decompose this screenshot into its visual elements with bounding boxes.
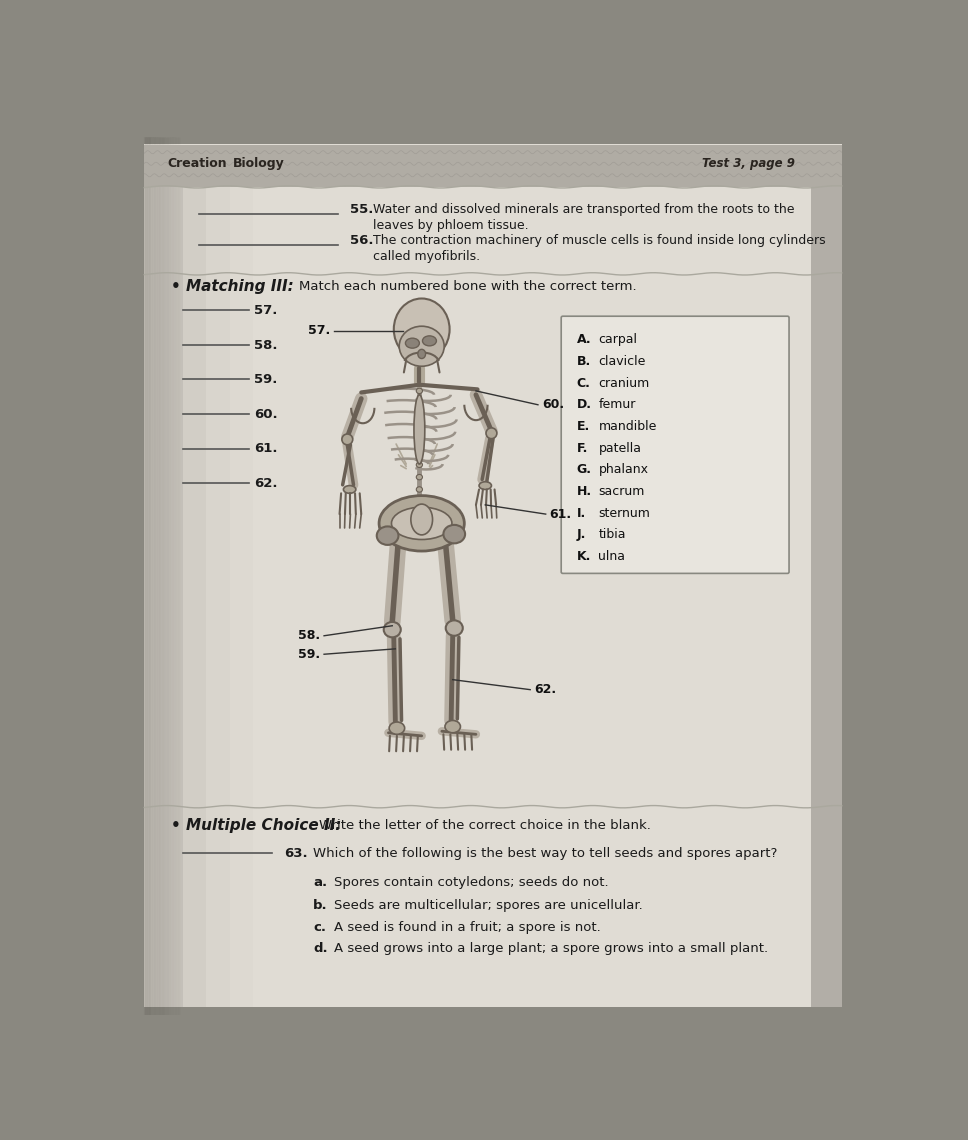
Bar bbox=[811, 145, 842, 1007]
Bar bbox=[144, 145, 842, 187]
Ellipse shape bbox=[410, 504, 433, 535]
Text: carpal: carpal bbox=[598, 333, 637, 347]
Text: 59.: 59. bbox=[255, 373, 278, 386]
Text: 57.: 57. bbox=[255, 304, 278, 317]
Text: called myofibrils.: called myofibrils. bbox=[373, 250, 480, 262]
Ellipse shape bbox=[389, 722, 405, 734]
Ellipse shape bbox=[418, 349, 426, 359]
Text: 61.: 61. bbox=[550, 507, 572, 521]
Text: 62.: 62. bbox=[255, 478, 278, 490]
Text: patella: patella bbox=[598, 441, 642, 455]
Text: A seed is found in a fruit; a spore is not.: A seed is found in a fruit; a spore is n… bbox=[334, 921, 601, 934]
Text: Which of the following is the best way to tell seeds and spores apart?: Which of the following is the best way t… bbox=[314, 847, 777, 860]
Text: C.: C. bbox=[577, 376, 590, 390]
Text: 61.: 61. bbox=[255, 442, 278, 456]
Ellipse shape bbox=[416, 474, 422, 480]
Bar bbox=[183, 145, 206, 1007]
Text: Spores contain cotyledons; seeds do not.: Spores contain cotyledons; seeds do not. bbox=[334, 876, 609, 889]
Bar bbox=[144, 145, 183, 1007]
Ellipse shape bbox=[416, 487, 422, 492]
Ellipse shape bbox=[344, 486, 356, 494]
Text: H.: H. bbox=[577, 484, 591, 498]
Ellipse shape bbox=[377, 527, 399, 545]
Text: • Multiple Choice II:: • Multiple Choice II: bbox=[171, 819, 342, 833]
Ellipse shape bbox=[416, 400, 422, 406]
Ellipse shape bbox=[416, 438, 422, 442]
Text: 63.: 63. bbox=[284, 847, 308, 860]
Text: femur: femur bbox=[598, 398, 636, 412]
Text: b.: b. bbox=[314, 899, 328, 912]
Ellipse shape bbox=[406, 339, 419, 348]
Text: clavicle: clavicle bbox=[598, 355, 646, 368]
Ellipse shape bbox=[416, 499, 422, 505]
Ellipse shape bbox=[391, 507, 452, 539]
Text: Write the letter of the correct choice in the blank.: Write the letter of the correct choice i… bbox=[318, 820, 650, 832]
FancyBboxPatch shape bbox=[144, 145, 842, 1007]
Ellipse shape bbox=[379, 496, 465, 551]
Text: 56.: 56. bbox=[349, 234, 373, 247]
Ellipse shape bbox=[443, 524, 465, 544]
Bar bbox=[206, 145, 229, 1007]
FancyBboxPatch shape bbox=[561, 316, 789, 573]
Text: 57.: 57. bbox=[308, 325, 330, 337]
Text: G.: G. bbox=[577, 463, 591, 477]
Text: mandible: mandible bbox=[598, 420, 656, 433]
Text: K.: K. bbox=[577, 551, 591, 563]
Text: The contraction machinery of muscle cells is found inside long cylinders: The contraction machinery of muscle cell… bbox=[373, 234, 826, 247]
Text: Test 3, page 9: Test 3, page 9 bbox=[703, 157, 796, 170]
Ellipse shape bbox=[414, 394, 425, 464]
Ellipse shape bbox=[479, 482, 492, 489]
Text: Water and dissolved minerals are transported from the roots to the: Water and dissolved minerals are transpo… bbox=[373, 203, 795, 217]
Ellipse shape bbox=[383, 622, 401, 637]
Text: phalanx: phalanx bbox=[598, 463, 649, 477]
Text: leaves by phloem tissue.: leaves by phloem tissue. bbox=[373, 219, 529, 231]
Text: Seeds are multicellular; spores are unicellular.: Seeds are multicellular; spores are unic… bbox=[334, 899, 643, 912]
Ellipse shape bbox=[394, 299, 449, 360]
Text: tibia: tibia bbox=[598, 529, 626, 542]
Ellipse shape bbox=[416, 450, 422, 455]
Text: 60.: 60. bbox=[255, 408, 278, 421]
Ellipse shape bbox=[416, 462, 422, 467]
Ellipse shape bbox=[486, 428, 497, 439]
Text: B.: B. bbox=[577, 355, 590, 368]
Text: ulna: ulna bbox=[598, 551, 625, 563]
Ellipse shape bbox=[445, 620, 463, 636]
Text: cranium: cranium bbox=[598, 376, 650, 390]
Text: 59.: 59. bbox=[298, 648, 320, 661]
Text: F.: F. bbox=[577, 441, 589, 455]
Text: 58.: 58. bbox=[255, 339, 278, 351]
Text: I.: I. bbox=[577, 507, 586, 520]
Text: Creation: Creation bbox=[167, 157, 227, 170]
Text: d.: d. bbox=[314, 943, 328, 955]
Ellipse shape bbox=[416, 425, 422, 431]
Text: Match each numbered bone with the correct term.: Match each numbered bone with the correc… bbox=[299, 280, 637, 293]
Ellipse shape bbox=[416, 389, 422, 393]
Ellipse shape bbox=[399, 326, 444, 366]
Text: A.: A. bbox=[577, 333, 591, 347]
Text: 60.: 60. bbox=[542, 398, 564, 412]
Text: sacrum: sacrum bbox=[598, 484, 645, 498]
Text: 58.: 58. bbox=[298, 629, 320, 642]
Ellipse shape bbox=[342, 434, 352, 445]
Text: a.: a. bbox=[314, 876, 327, 889]
Text: D.: D. bbox=[577, 398, 591, 412]
Text: Biology: Biology bbox=[233, 157, 286, 170]
Text: 62.: 62. bbox=[534, 683, 557, 697]
Text: • Matching III:: • Matching III: bbox=[171, 279, 294, 294]
Ellipse shape bbox=[422, 336, 437, 345]
Text: sternum: sternum bbox=[598, 507, 650, 520]
Text: c.: c. bbox=[314, 921, 326, 934]
Ellipse shape bbox=[416, 413, 422, 418]
Text: J.: J. bbox=[577, 529, 586, 542]
Text: E.: E. bbox=[577, 420, 590, 433]
Text: A seed grows into a large plant; a spore grows into a small plant.: A seed grows into a large plant; a spore… bbox=[334, 943, 769, 955]
Ellipse shape bbox=[445, 720, 461, 733]
Bar bbox=[229, 145, 253, 1007]
Text: 55.: 55. bbox=[349, 203, 373, 217]
